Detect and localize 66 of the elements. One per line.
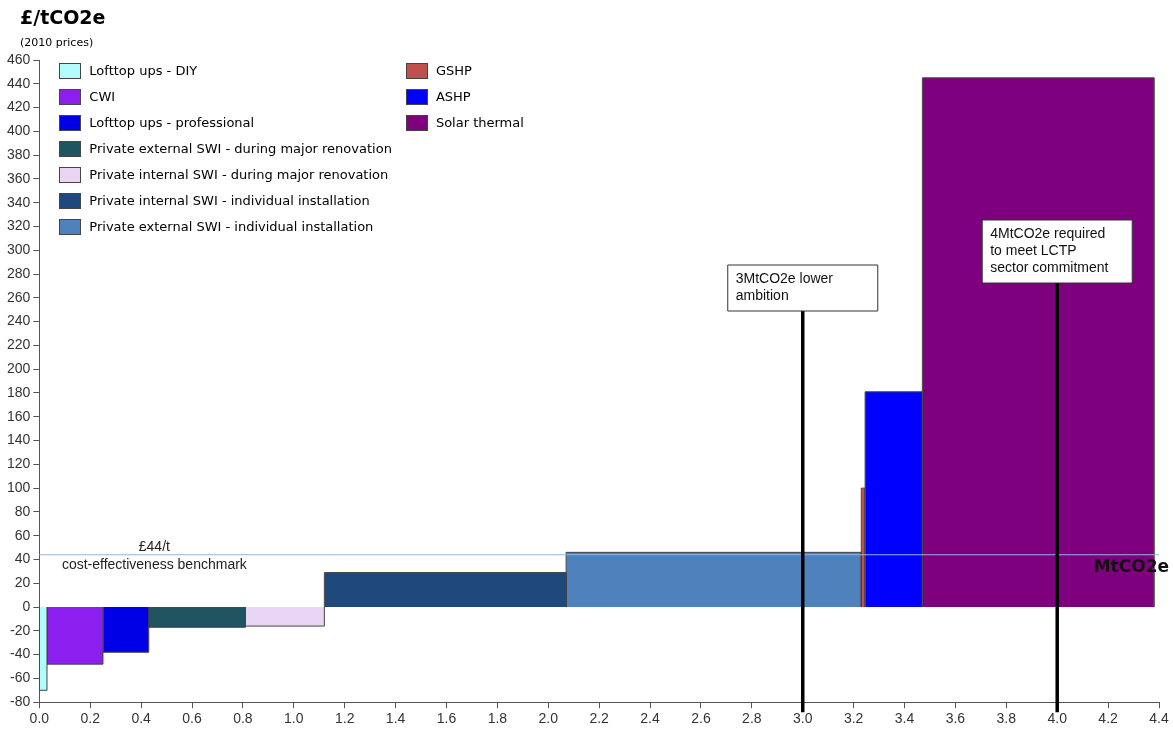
x-tick-label: 3.8 — [996, 710, 1017, 727]
y-tick-label: 460 — [7, 50, 31, 67]
x-tick-label: 3.0 — [793, 710, 813, 727]
x-tick-label: 3.6 — [945, 710, 966, 727]
y-tick-label: 380 — [7, 146, 31, 162]
ref-line-label: 4MtCO2e required to meet LCTP sector commitment — [990, 224, 1109, 275]
y-tick-label: 220 — [7, 336, 31, 353]
y-tick-label: 400 — [7, 122, 31, 139]
x-tick-label: 0.4 — [131, 710, 152, 727]
x-tick-label: 1.0 — [284, 710, 304, 727]
y-axis-title: £/tCO2e — [20, 6, 106, 28]
x-tick-label: 1.8 — [487, 710, 508, 727]
y-tick-label: 240 — [7, 312, 31, 329]
y-tick-label: 320 — [7, 217, 31, 234]
y-tick-label: -60 — [10, 669, 31, 686]
x-tick-label: 2.2 — [589, 710, 610, 727]
y-tick-label: 440 — [7, 74, 31, 91]
legend-label: Private external SWI - during major renovation — [89, 141, 392, 156]
y-tick-label: -40 — [10, 645, 31, 662]
x-tick-label: 2.0 — [538, 710, 559, 727]
x-tick-label: 4.2 — [1098, 710, 1119, 727]
y-tick-label: 120 — [7, 455, 31, 472]
x-tick-label: 4.4 — [1149, 710, 1169, 727]
y-tick-label: -20 — [10, 621, 31, 638]
y-tick-label: 200 — [7, 360, 31, 377]
y-tick-label: 280 — [7, 264, 31, 281]
x-tick-label: 1.6 — [436, 710, 457, 727]
x-tick-label: 2.6 — [691, 710, 711, 727]
x-tick-label: 4.0 — [1047, 710, 1068, 727]
x-tick-label: 0.2 — [80, 710, 101, 727]
x-tick-label: 0.6 — [182, 710, 202, 727]
y-tick-label: 0 — [22, 597, 31, 614]
x-tick-label: 0.8 — [233, 710, 253, 727]
y-tick-label: 140 — [7, 431, 31, 448]
y-tick-label: 80 — [14, 502, 31, 519]
y-tick-label: 420 — [7, 98, 31, 115]
x-tick-label: 1.2 — [334, 710, 355, 727]
x-tick-label: 2.8 — [742, 710, 762, 727]
x-tick-label: 3.2 — [843, 710, 864, 727]
legend-label: Private external SWI - individual installation — [89, 219, 374, 234]
y-tick-label: 180 — [7, 383, 31, 400]
x-tick-label: 0.0 — [29, 710, 50, 727]
y-tick-label: -80 — [10, 693, 31, 710]
legend-label: Private internal SWI - individual installation — [89, 193, 370, 208]
y-tick-label: 360 — [7, 169, 31, 186]
legend-label: CWI — [89, 89, 116, 104]
y-tick-label: 340 — [7, 193, 31, 210]
y-tick-label: 160 — [7, 407, 31, 424]
y-tick-label: 300 — [7, 241, 31, 258]
legend-label: ASHP — [435, 89, 471, 104]
legend-label: Solar thermal — [435, 115, 524, 130]
y-tick-label: 260 — [7, 288, 31, 305]
ref-line-label: £44/t cost-effectiveness benchmark — [61, 537, 248, 572]
legend-label: Lofttop ups - professional — [89, 115, 255, 130]
y-tick-label: 60 — [14, 526, 31, 543]
x-tick-label: 1.4 — [385, 710, 406, 727]
legend-label: GSHP — [435, 63, 472, 78]
x-tick-label: 3.4 — [894, 710, 915, 727]
legend-label: Lofttop ups - DIY — [89, 63, 198, 78]
chart-subtitle: (2010 prices) — [20, 36, 94, 49]
y-tick-label: 100 — [7, 478, 31, 495]
x-tick-label: 2.4 — [640, 710, 661, 727]
legend-label: Private internal SWI - during major renovation — [89, 167, 389, 182]
y-tick-label: 20 — [14, 574, 31, 591]
ref-line-label: 3MtCO2e lower ambition — [735, 269, 834, 303]
y-tick-label: 40 — [14, 550, 31, 567]
